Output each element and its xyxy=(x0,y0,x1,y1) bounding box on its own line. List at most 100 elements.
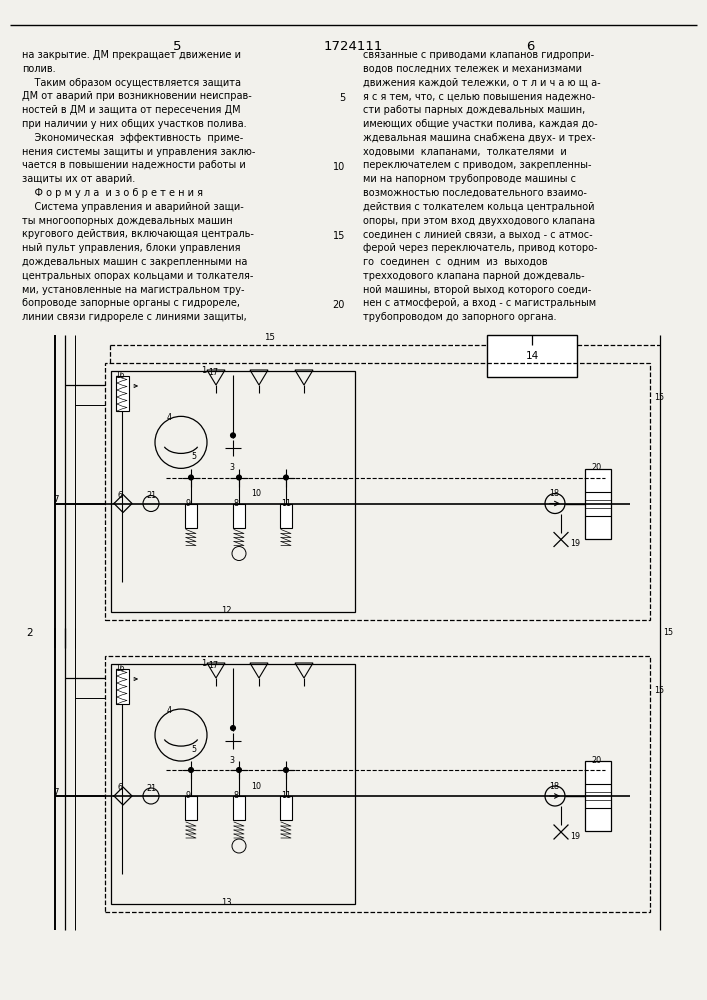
Bar xyxy=(487,335,577,377)
Text: трубопроводом до запорного органа.: трубопроводом до запорного органа. xyxy=(363,312,556,322)
Text: нен с атмосферой, а вход - с магистральным: нен с атмосферой, а вход - с магистральн… xyxy=(363,298,596,308)
Text: 20: 20 xyxy=(332,300,345,310)
Circle shape xyxy=(237,475,242,480)
Text: 19: 19 xyxy=(570,832,580,841)
Text: 16: 16 xyxy=(115,664,124,673)
Text: ной машины, второй выход которого соеди-: ной машины, второй выход которого соеди- xyxy=(363,285,591,295)
Circle shape xyxy=(189,475,194,480)
Text: 1: 1 xyxy=(201,366,206,375)
Text: центральных опорах кольцами и толкателя-: центральных опорах кольцами и толкателя- xyxy=(22,271,253,281)
Bar xyxy=(233,504,245,528)
Text: возможностью последовательного взаимо-: возможностью последовательного взаимо- xyxy=(363,188,587,198)
Circle shape xyxy=(284,475,288,480)
Text: 10: 10 xyxy=(251,489,261,498)
Text: 3: 3 xyxy=(229,463,234,472)
Text: 1724111: 1724111 xyxy=(323,40,382,53)
Text: ми, установленные на магистральном тру-: ми, установленные на магистральном тру- xyxy=(22,285,245,295)
Text: водов последних тележек и механизмами: водов последних тележек и механизмами xyxy=(363,64,582,74)
Text: я с я тем, что, с целью повышения надежно-: я с я тем, что, с целью повышения надежн… xyxy=(363,91,595,101)
Text: 13: 13 xyxy=(221,898,232,907)
Bar xyxy=(280,504,292,528)
Text: 15: 15 xyxy=(654,686,664,695)
Text: ждевальная машина снабжена двух- и трех-: ждевальная машина снабжена двух- и трех- xyxy=(363,133,595,143)
Text: чается в повышении надежности работы и: чается в повышении надежности работы и xyxy=(22,160,246,170)
Text: сти работы парных дождевальных машин,: сти работы парных дождевальных машин, xyxy=(363,105,585,115)
Text: 16: 16 xyxy=(115,371,124,380)
Text: ностей в ДМ и защита от пересечения ДМ: ностей в ДМ и защита от пересечения ДМ xyxy=(22,105,240,115)
Text: 11: 11 xyxy=(281,791,291,800)
Text: 6: 6 xyxy=(526,40,534,53)
Text: имеющих общие участки полива, каждая до-: имеющих общие участки полива, каждая до- xyxy=(363,119,597,129)
Text: 15: 15 xyxy=(264,333,276,342)
Text: бопроводе запорные органы с гидрореле,: бопроводе запорные органы с гидрореле, xyxy=(22,298,240,308)
Text: 5: 5 xyxy=(339,93,345,103)
Text: 11: 11 xyxy=(281,498,291,508)
Text: 21: 21 xyxy=(146,491,156,500)
Bar xyxy=(185,796,197,820)
Text: ферой через переключатель, привод которо-: ферой через переключатель, привод которо… xyxy=(363,243,597,253)
Text: кругового действия, включающая централь-: кругового действия, включающая централь- xyxy=(22,229,254,239)
Text: 10: 10 xyxy=(251,782,261,791)
Text: 21: 21 xyxy=(146,784,156,793)
Text: 7: 7 xyxy=(53,495,59,504)
Text: переключателем с приводом, закрепленны-: переключателем с приводом, закрепленны- xyxy=(363,160,592,170)
Text: 15: 15 xyxy=(654,393,664,402)
Text: трехходового клапана парной дождеваль-: трехходового клапана парной дождеваль- xyxy=(363,271,585,281)
Text: нения системы защиты и управления заклю-: нения системы защиты и управления заклю- xyxy=(22,147,255,157)
Text: дождевальных машин с закрепленными на: дождевальных машин с закрепленными на xyxy=(22,257,247,267)
Circle shape xyxy=(189,768,194,772)
Bar xyxy=(105,363,650,620)
Text: на закрытие. ДМ прекращает движение и: на закрытие. ДМ прекращает движение и xyxy=(22,50,241,60)
Bar xyxy=(111,371,355,612)
Text: ходовыми  клапанами,  толкателями  и: ходовыми клапанами, толкателями и xyxy=(363,147,567,157)
Text: 18: 18 xyxy=(549,782,559,791)
Bar xyxy=(233,796,245,820)
Text: ный пульт управления, блоки управления: ный пульт управления, блоки управления xyxy=(22,243,240,253)
Text: опоры, при этом вход двухходового клапана: опоры, при этом вход двухходового клапан… xyxy=(363,216,595,226)
Text: Система управления и аварийной защи-: Система управления и аварийной защи- xyxy=(22,202,244,212)
Text: 20: 20 xyxy=(591,756,601,765)
Bar xyxy=(111,664,355,904)
Bar xyxy=(105,656,650,912)
Bar xyxy=(116,669,129,704)
Text: 8: 8 xyxy=(234,498,239,508)
Bar xyxy=(585,761,611,831)
Text: Таким образом осуществляется защита: Таким образом осуществляется защита xyxy=(22,78,241,88)
Text: 19: 19 xyxy=(570,540,580,548)
Text: 4: 4 xyxy=(167,413,172,422)
Text: 5: 5 xyxy=(191,745,196,754)
Text: 17: 17 xyxy=(208,661,218,670)
Text: 5: 5 xyxy=(191,452,196,461)
Text: 7: 7 xyxy=(53,788,59,797)
Text: при наличии у них общих участков полива.: при наличии у них общих участков полива. xyxy=(22,119,247,129)
Bar xyxy=(585,468,611,538)
Text: ми на напорном трубопроводе машины с: ми на напорном трубопроводе машины с xyxy=(363,174,576,184)
Circle shape xyxy=(230,726,235,731)
Text: 15: 15 xyxy=(663,628,673,637)
Text: 14: 14 xyxy=(525,351,539,361)
Text: 5: 5 xyxy=(173,40,181,53)
Text: соединен с линией связи, а выход - с атмос-: соединен с линией связи, а выход - с атм… xyxy=(363,229,592,239)
Text: 8: 8 xyxy=(234,791,239,800)
Text: 6: 6 xyxy=(118,783,123,792)
Text: защиты их от аварий.: защиты их от аварий. xyxy=(22,174,135,184)
Text: 17: 17 xyxy=(208,368,218,377)
Circle shape xyxy=(230,433,235,438)
Text: действия с толкателем кольца центральной: действия с толкателем кольца центральной xyxy=(363,202,595,212)
Text: 1: 1 xyxy=(201,659,206,668)
Text: 2: 2 xyxy=(26,628,33,638)
Text: 3: 3 xyxy=(229,756,234,765)
Bar xyxy=(116,376,129,411)
Text: 18: 18 xyxy=(549,489,559,498)
Text: Экономическая  эффективность  приме-: Экономическая эффективность приме- xyxy=(22,133,243,143)
Text: движения каждой тележки, о т л и ч а ю щ а-: движения каждой тележки, о т л и ч а ю щ… xyxy=(363,78,601,88)
Text: 9: 9 xyxy=(186,791,191,800)
Text: 4: 4 xyxy=(167,706,172,715)
Text: линии связи гидрореле с линиями защиты,: линии связи гидрореле с линиями защиты, xyxy=(22,312,247,322)
Text: 10: 10 xyxy=(333,162,345,172)
Text: го  соединен  с  одним  из  выходов: го соединен с одним из выходов xyxy=(363,257,548,267)
Text: 12: 12 xyxy=(221,606,231,615)
Text: 6: 6 xyxy=(118,490,123,499)
Text: связанные с приводами клапанов гидропри-: связанные с приводами клапанов гидропри- xyxy=(363,50,594,60)
Text: 9: 9 xyxy=(186,498,191,508)
